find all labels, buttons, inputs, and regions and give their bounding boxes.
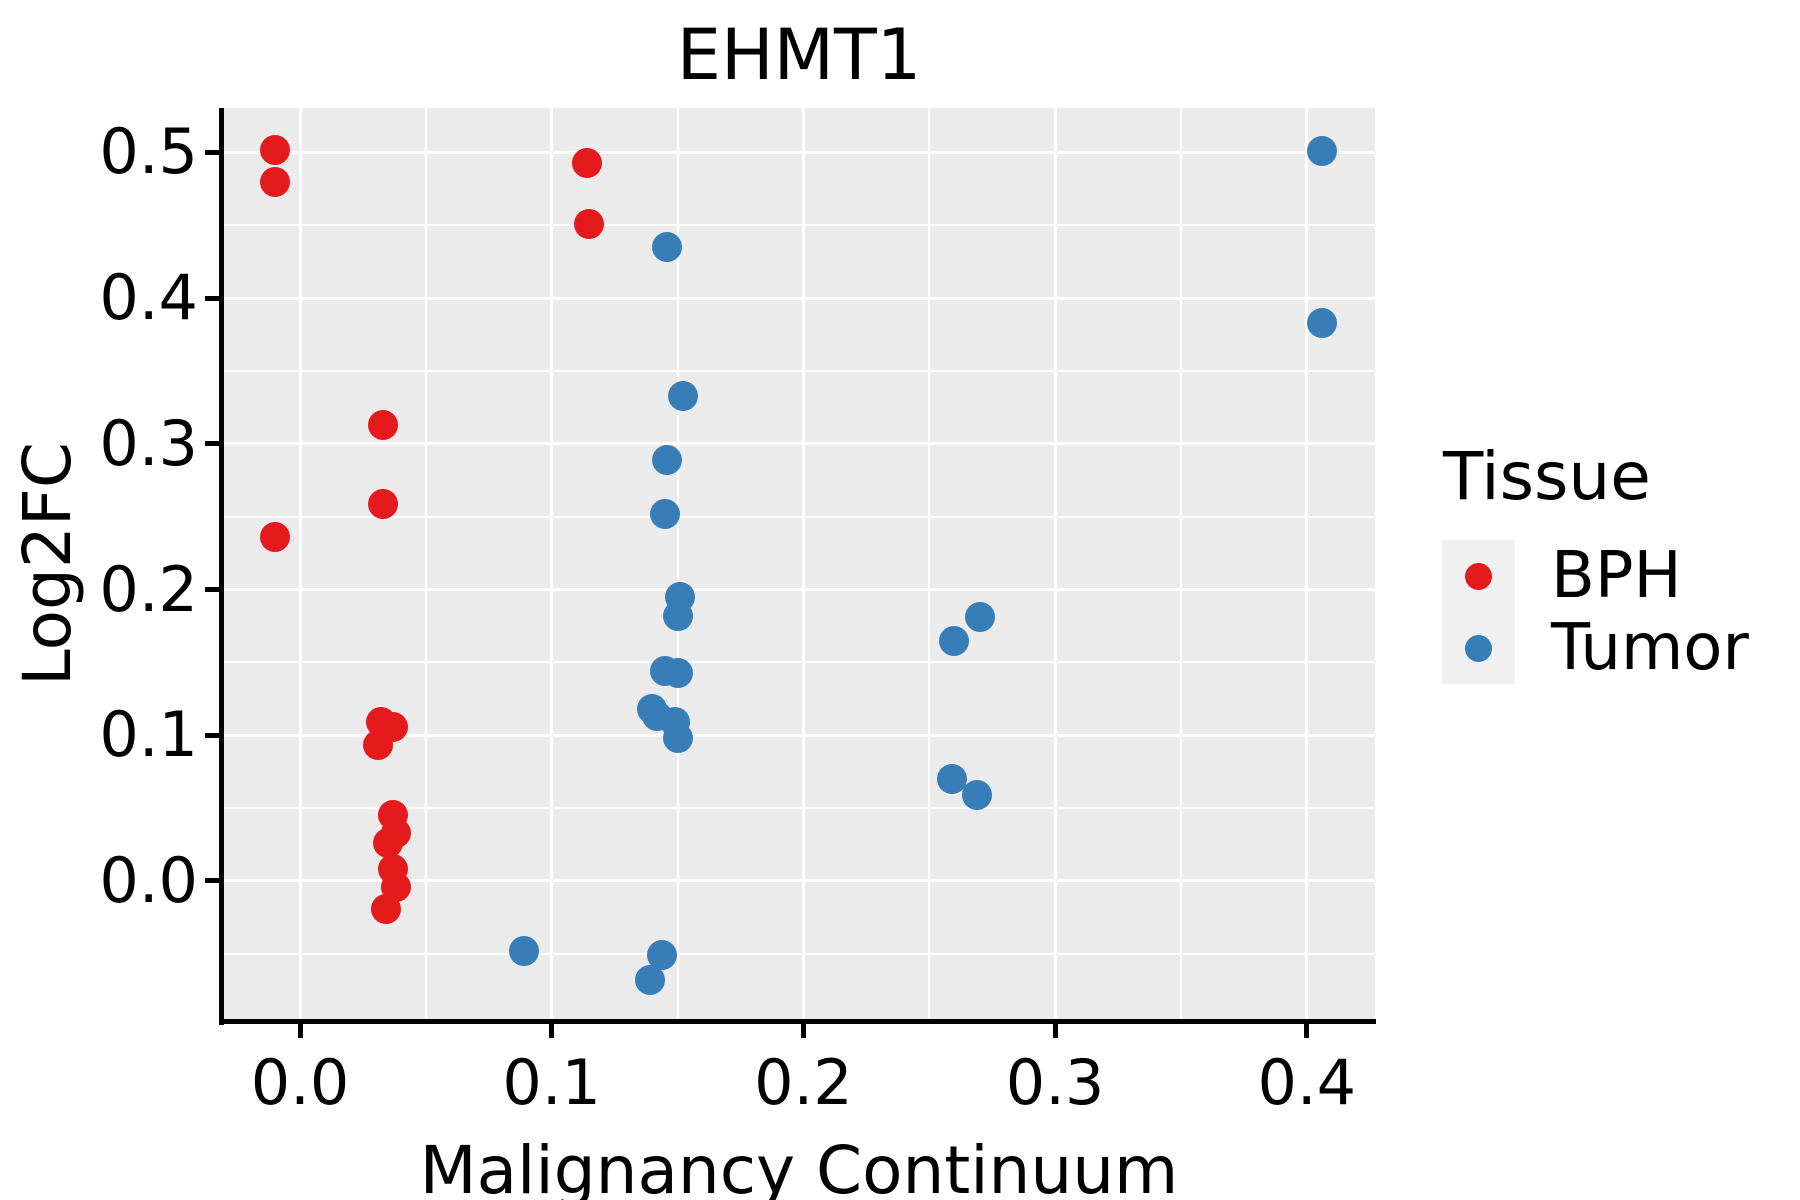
legend-dot-tumor [1465,634,1492,662]
data-point-tumor [662,600,693,631]
minor-gridline-vertical [676,108,679,1020]
data-point-tumor [667,380,698,411]
data-point-tumor [962,780,993,811]
x-axis-tick [800,1024,806,1038]
major-gridline-vertical [1305,108,1309,1020]
y-tick-label: 0.5 [99,115,198,189]
minor-gridline-horizontal [223,952,1375,955]
data-point-tumor [662,657,693,688]
data-point-bph [571,147,602,178]
major-gridline-horizontal [223,442,1375,446]
minor-gridline-vertical [1179,108,1182,1020]
y-axis-tick [205,441,219,447]
data-point-tumor [662,723,693,754]
chart-title: EHMT1 [676,14,922,96]
x-tick-label: 0.2 [754,1046,853,1119]
plot-panel [223,108,1375,1020]
data-point-tumor [1306,135,1337,166]
legend-title: Tissue [1443,438,1651,515]
major-gridline-horizontal [223,150,1375,154]
minor-gridline-vertical [928,108,931,1020]
y-axis-tick [205,732,219,738]
data-point-bph [259,522,290,553]
y-axis-tick [205,587,219,593]
data-point-bph [363,730,394,761]
data-point-bph [259,134,290,165]
data-point-bph [368,488,399,519]
data-point-tumor [964,602,995,633]
data-point-tumor [939,625,970,656]
data-point-tumor [509,935,540,966]
y-axis-tick [205,295,219,301]
x-axis-tick [1304,1024,1310,1038]
y-axis-tick [205,878,219,884]
major-gridline-horizontal [223,296,1375,300]
data-point-bph [574,208,605,239]
data-point-bph [259,166,290,197]
major-gridline-vertical [298,108,302,1020]
x-axis-tick [1052,1024,1058,1038]
legend-label-bph: BPH [1551,539,1682,613]
x-axis-tick [549,1024,555,1038]
y-axis-label: Log2FC [9,442,86,686]
data-point-tumor [649,498,680,529]
data-point-bph [368,409,399,440]
major-gridline-vertical [801,108,805,1020]
x-axis-label: Malignancy Continuum [419,1132,1179,1200]
minor-gridline-horizontal [223,370,1375,372]
data-point-tumor [1306,307,1337,338]
x-tick-label: 0.3 [1005,1046,1105,1119]
data-point-tumor [652,444,683,475]
legend-dot-bph [1465,562,1492,590]
data-point-bph [370,893,401,924]
legend-label-tumor: Tumor [1551,611,1749,685]
major-gridline-vertical [1053,108,1057,1020]
data-point-tumor [652,232,683,263]
data-point-tumor [634,965,665,996]
x-tick-label: 0.4 [1257,1046,1357,1119]
y-axis-tick [205,149,219,155]
major-gridline-horizontal [223,879,1375,883]
minor-gridline-horizontal [223,661,1375,664]
minor-gridline-horizontal [223,515,1375,518]
major-gridline-horizontal [223,733,1375,737]
minor-gridline-vertical [424,108,427,1020]
x-axis-tick [297,1024,303,1038]
minor-gridline-horizontal [223,807,1375,810]
major-gridline-horizontal [223,588,1375,592]
x-tick-label: 0.1 [502,1046,601,1119]
x-tick-label: 0.0 [250,1046,350,1119]
data-point-tumor [936,763,967,794]
minor-gridline-horizontal [223,224,1375,227]
data-point-bph [373,828,404,859]
major-gridline-vertical [550,108,554,1020]
